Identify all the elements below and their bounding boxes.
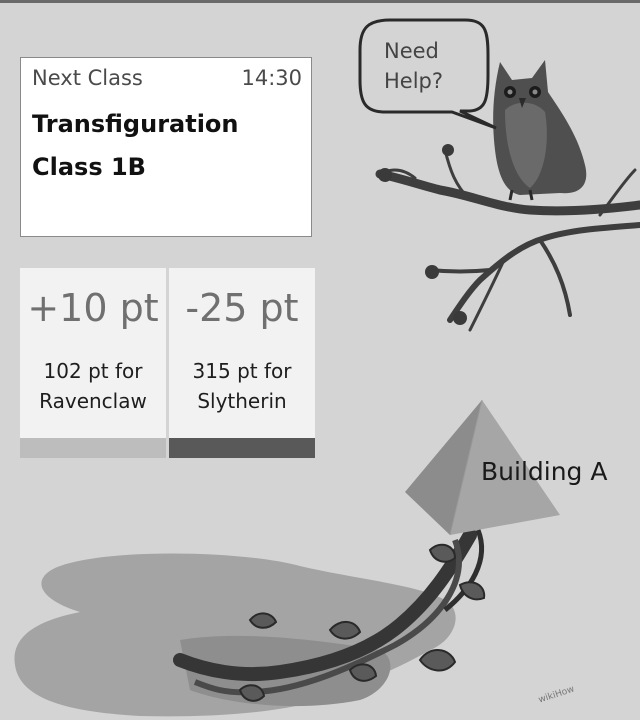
- house-name: Ravenclaw: [39, 389, 147, 413]
- vine-icon: [173, 528, 486, 702]
- next-class-time: 14:30: [241, 66, 302, 90]
- ravenclaw-points-tile[interactable]: +10 pt 102 pt for Ravenclaw: [20, 268, 166, 458]
- points-total: 102 pt for Ravenclaw: [20, 356, 166, 416]
- house-points-panel: +10 pt 102 pt for Ravenclaw -25 pt 315 p…: [20, 268, 315, 458]
- house-color-bar: [20, 438, 166, 458]
- owl-icon: [493, 60, 587, 201]
- class-subject: Transfiguration: [32, 110, 239, 138]
- branch-icon: [375, 148, 640, 332]
- house-color-bar: [169, 438, 315, 458]
- building-label[interactable]: Building A: [481, 457, 608, 486]
- top-divider: [0, 0, 640, 3]
- points-total-line: 315 pt for: [192, 359, 292, 383]
- help-line-2: Help?: [384, 69, 444, 93]
- speech-bubble-icon: [358, 18, 497, 130]
- slytherin-points-tile[interactable]: -25 pt 315 pt for Slytherin: [169, 268, 315, 458]
- house-name: Slytherin: [197, 389, 287, 413]
- pyramid-icon: [405, 399, 560, 536]
- help-bubble-text[interactable]: Need Help?: [384, 36, 444, 96]
- next-class-card[interactable]: Next Class 14:30 Transfiguration Class 1…: [20, 57, 312, 237]
- points-delta: +10 pt: [27, 286, 159, 330]
- help-line-1: Need: [384, 39, 439, 63]
- points-total-line: 102 pt for: [43, 359, 143, 383]
- points-total: 315 pt for Slytherin: [169, 356, 315, 416]
- class-group: Class 1B: [32, 153, 146, 181]
- next-class-label: Next Class: [32, 66, 143, 90]
- points-delta: -25 pt: [185, 286, 299, 330]
